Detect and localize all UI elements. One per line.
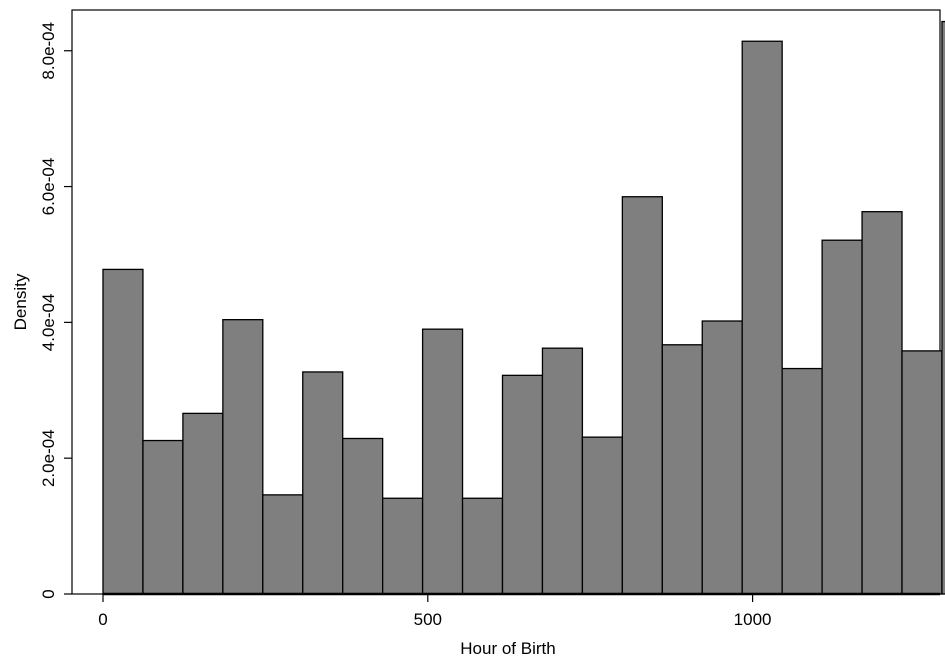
- histogram-bar: [901, 350, 943, 595]
- histogram-bar: [861, 211, 903, 595]
- histogram-bar: [461, 497, 504, 595]
- histogram-bar: [661, 344, 703, 595]
- y-tick-label: 4.0e-04: [39, 294, 58, 352]
- histogram-bar: [581, 436, 624, 595]
- y-axis-label: Density: [11, 273, 30, 330]
- y-tick-label: 0: [39, 589, 58, 598]
- histogram-bar: [182, 412, 224, 595]
- y-tick-label: 8.0e-04: [39, 22, 58, 80]
- y-tick-label: 2.0e-04: [39, 429, 58, 487]
- x-axis-label: Hour of Birth: [460, 639, 555, 658]
- y-tick-label: 6.0e-04: [39, 158, 58, 216]
- histogram-bar: [381, 497, 424, 595]
- x-tick-label: 500: [414, 610, 442, 629]
- histogram-bar: [741, 40, 783, 595]
- histogram-bar: [222, 319, 264, 595]
- histogram-bar: [142, 439, 184, 595]
- histogram-bar: [541, 347, 584, 595]
- histogram-bar: [781, 367, 823, 595]
- histogram-bar: [941, 20, 945, 595]
- histogram-bar: [621, 196, 663, 595]
- histogram-bar: [701, 320, 743, 595]
- x-tick-label: 0: [98, 610, 107, 629]
- histogram-bar: [262, 494, 304, 595]
- histogram-bar: [342, 437, 384, 595]
- histogram-bar: [302, 371, 344, 595]
- bars-group: [102, 20, 945, 596]
- x-axis: 05001000150020002500: [98, 594, 772, 629]
- histogram-bar: [821, 239, 863, 595]
- x-tick-label: 1000: [734, 610, 772, 629]
- y-axis: 0 2.0e-04 4.0e-04 6.0e-04 8.0e-04: [39, 22, 72, 599]
- histogram-bar: [421, 328, 464, 595]
- histogram-bar: [102, 268, 144, 595]
- histogram-bar: [501, 374, 544, 595]
